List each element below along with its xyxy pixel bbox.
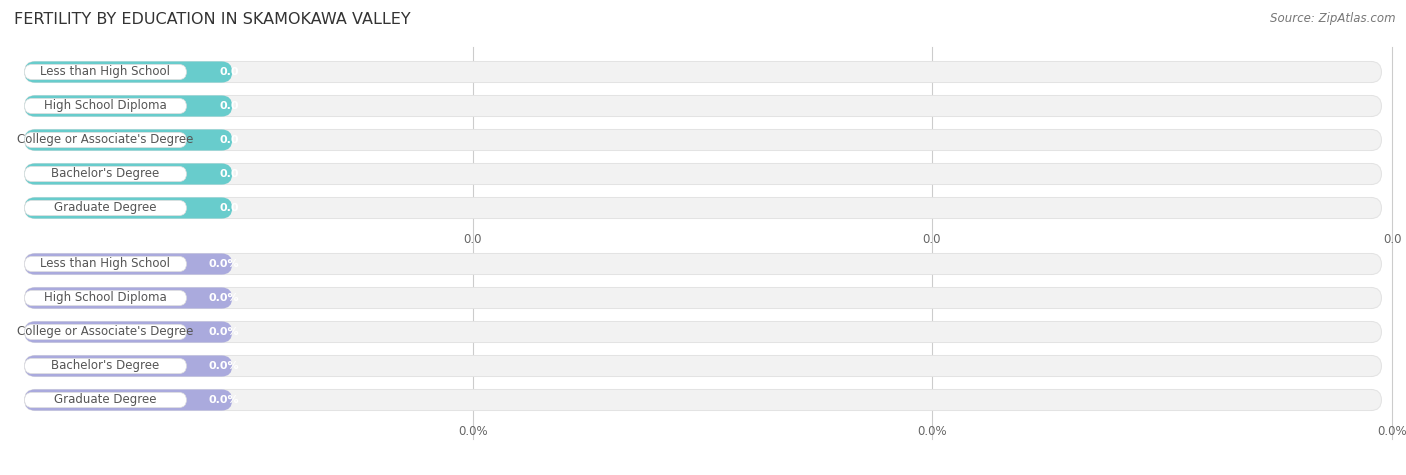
- Text: Less than High School: Less than High School: [41, 66, 170, 78]
- FancyBboxPatch shape: [24, 163, 232, 185]
- FancyBboxPatch shape: [24, 166, 187, 181]
- Text: FERTILITY BY EDUCATION IN SKAMOKAWA VALLEY: FERTILITY BY EDUCATION IN SKAMOKAWA VALL…: [14, 12, 411, 27]
- FancyBboxPatch shape: [24, 322, 1382, 342]
- Text: 0.0: 0.0: [219, 169, 239, 179]
- Text: College or Associate's Degree: College or Associate's Degree: [17, 325, 194, 339]
- FancyBboxPatch shape: [24, 198, 232, 218]
- FancyBboxPatch shape: [24, 198, 1382, 218]
- FancyBboxPatch shape: [24, 163, 1382, 185]
- Text: 0.0%: 0.0%: [208, 259, 239, 269]
- FancyBboxPatch shape: [24, 61, 232, 83]
- Text: Bachelor's Degree: Bachelor's Degree: [52, 360, 160, 372]
- Text: Graduate Degree: Graduate Degree: [55, 201, 156, 215]
- FancyBboxPatch shape: [24, 133, 187, 148]
- FancyBboxPatch shape: [24, 61, 1382, 83]
- Text: 0.0%: 0.0%: [917, 425, 946, 438]
- Text: High School Diploma: High School Diploma: [44, 99, 167, 113]
- Text: 0.0: 0.0: [219, 135, 239, 145]
- Text: Graduate Degree: Graduate Degree: [55, 393, 156, 407]
- Text: 0.0: 0.0: [219, 101, 239, 111]
- Text: 0.0%: 0.0%: [208, 327, 239, 337]
- Text: Bachelor's Degree: Bachelor's Degree: [52, 168, 160, 180]
- FancyBboxPatch shape: [24, 95, 1382, 116]
- Text: 0.0%: 0.0%: [208, 293, 239, 303]
- FancyBboxPatch shape: [24, 256, 187, 272]
- Text: 0.0%: 0.0%: [1378, 425, 1406, 438]
- Text: 0.0: 0.0: [1382, 233, 1402, 246]
- Text: High School Diploma: High School Diploma: [44, 292, 167, 304]
- FancyBboxPatch shape: [24, 254, 1382, 275]
- FancyBboxPatch shape: [24, 200, 187, 216]
- FancyBboxPatch shape: [24, 355, 232, 377]
- FancyBboxPatch shape: [24, 322, 232, 342]
- Text: College or Associate's Degree: College or Associate's Degree: [17, 133, 194, 146]
- Text: 0.0%: 0.0%: [208, 361, 239, 371]
- Text: 0.0: 0.0: [219, 203, 239, 213]
- Text: 0.0: 0.0: [464, 233, 482, 246]
- FancyBboxPatch shape: [24, 254, 232, 275]
- Text: 0.0: 0.0: [922, 233, 941, 246]
- FancyBboxPatch shape: [24, 287, 1382, 309]
- Text: 0.0%: 0.0%: [458, 425, 488, 438]
- Text: 0.0%: 0.0%: [208, 395, 239, 405]
- FancyBboxPatch shape: [24, 290, 187, 305]
- FancyBboxPatch shape: [24, 95, 232, 116]
- FancyBboxPatch shape: [24, 130, 232, 151]
- Text: Source: ZipAtlas.com: Source: ZipAtlas.com: [1271, 12, 1396, 25]
- FancyBboxPatch shape: [24, 359, 187, 374]
- FancyBboxPatch shape: [24, 65, 187, 80]
- FancyBboxPatch shape: [24, 392, 187, 408]
- Text: 0.0: 0.0: [219, 67, 239, 77]
- FancyBboxPatch shape: [24, 287, 232, 309]
- FancyBboxPatch shape: [24, 355, 1382, 377]
- FancyBboxPatch shape: [24, 130, 1382, 151]
- FancyBboxPatch shape: [24, 98, 187, 114]
- FancyBboxPatch shape: [24, 390, 1382, 410]
- FancyBboxPatch shape: [24, 390, 232, 410]
- Text: Less than High School: Less than High School: [41, 257, 170, 270]
- FancyBboxPatch shape: [24, 324, 187, 340]
